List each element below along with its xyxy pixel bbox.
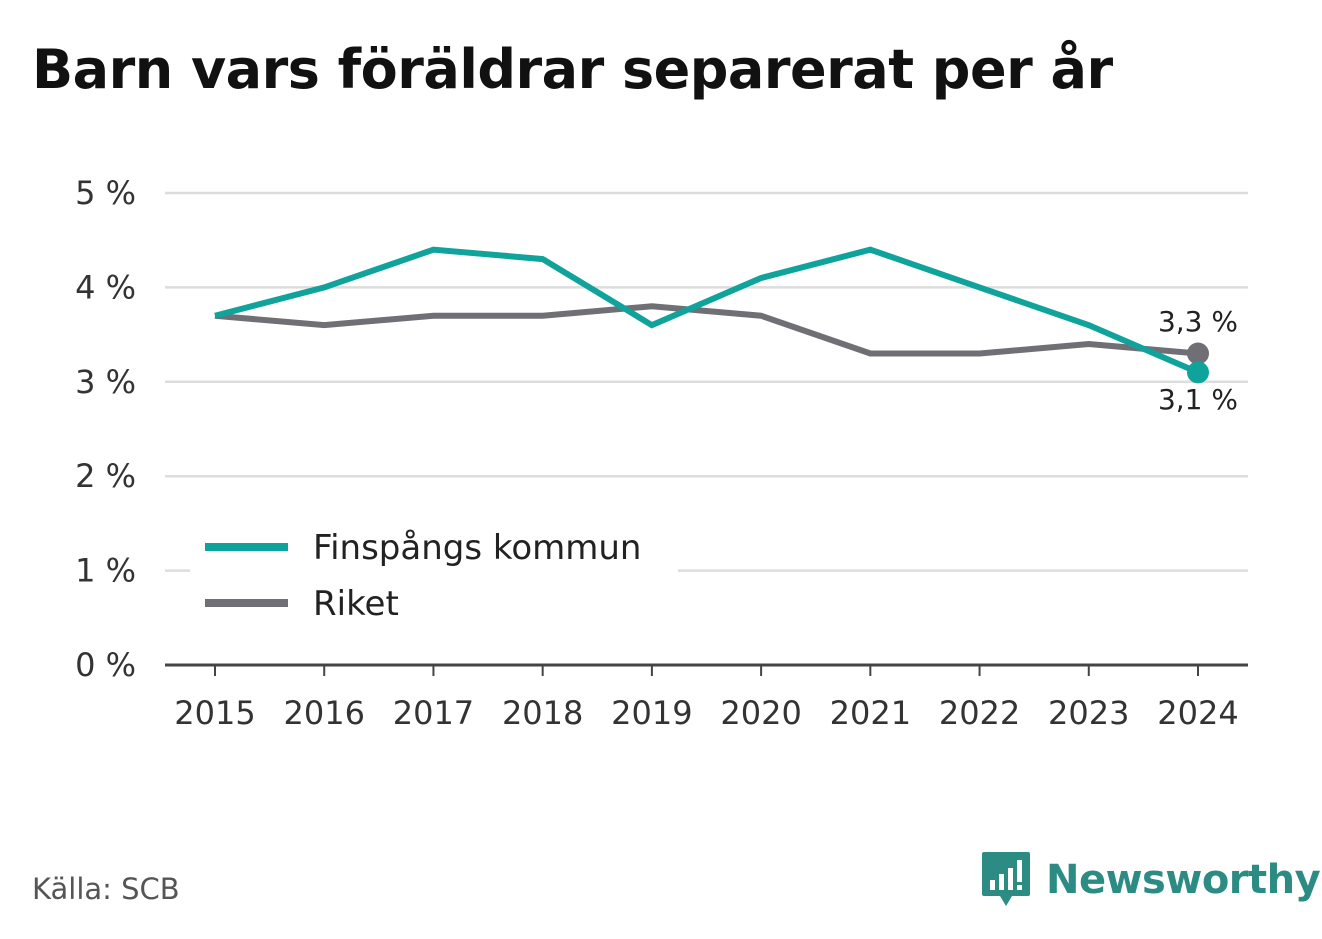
end-point-finspang [1187,361,1209,384]
x-tick-label: 2017 [393,694,474,732]
legend: Finspångs kommun Riket [190,515,678,637]
x-tick-label: 2021 [830,694,911,732]
x-tick-label: 2019 [611,694,692,732]
x-tick-label: 2022 [939,694,1020,732]
x-tick-label: 2020 [720,694,801,732]
newsworthy-logo: Newsworthy [980,850,1321,910]
y-tick-label: 4 % [75,268,136,306]
x-tick-label: 2024 [1157,694,1238,732]
source-note: Källa: SCB [32,872,180,906]
logo-text: Newsworthy [1046,857,1321,903]
series-line-riket [214,303,1199,357]
y-tick-label: 0 % [75,646,136,684]
end-label-riket: 3,3 % [1158,305,1238,338]
series-lines [214,246,1209,384]
legend-label-riket: Riket [313,584,399,624]
series-line-finspang [214,246,1200,376]
chart-title: Barn vars föräldrar separerat per år [32,38,1113,101]
y-tick-label: 1 % [75,552,136,590]
y-tick-label: 2 % [75,457,136,495]
y-tick-label: 5 % [75,174,136,212]
x-tick-label: 2018 [502,694,583,732]
x-axis-ticks: 2015 2016 2017 2018 2019 2020 2021 2022 2023 2024 [174,665,1239,732]
x-tick-label: 2016 [284,694,365,732]
end-point-riket [1187,342,1209,365]
y-tick-label: 3 % [75,363,136,401]
bar-chart-speech-bubble-icon [982,852,1030,906]
x-tick-label: 2023 [1048,694,1129,732]
y-axis-ticks: 0 % 1 % 2 % 3 % 4 % 5 % [75,174,136,684]
legend-background [190,515,678,637]
end-label-finspang: 3,1 % [1158,383,1238,416]
x-tick-label: 2015 [174,694,255,732]
legend-label-finspang: Finspångs kommun [313,528,641,568]
